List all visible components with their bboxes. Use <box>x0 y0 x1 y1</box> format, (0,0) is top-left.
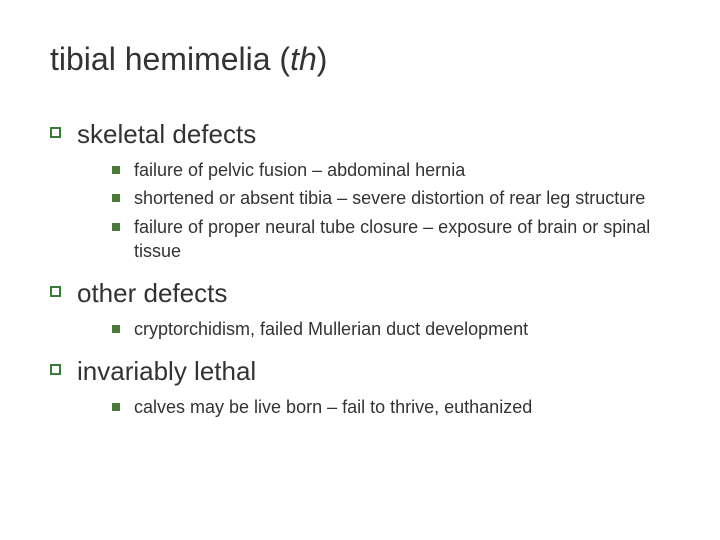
title-text-close: ) <box>317 41 328 77</box>
bullet-l2: cryptorchidism, failed Mullerian duct de… <box>112 317 670 341</box>
bullet-l1: invariably lethal <box>50 355 670 389</box>
bullet-l1: skeletal defects <box>50 118 670 152</box>
square-bullet-icon <box>112 403 120 411</box>
square-bullet-icon <box>112 223 120 231</box>
bullet-l2: failure of pelvic fusion – abdominal her… <box>112 158 670 182</box>
section-lethal: invariably lethal calves may be live bor… <box>50 355 670 419</box>
title-text-main: tibial hemimelia ( <box>50 41 290 77</box>
square-bullet-outline-icon <box>50 127 61 138</box>
section-heading: skeletal defects <box>77 118 256 152</box>
list-item-text: calves may be live born – fail to thrive… <box>134 395 532 419</box>
list-item-text: cryptorchidism, failed Mullerian duct de… <box>134 317 528 341</box>
square-bullet-outline-icon <box>50 286 61 297</box>
section-heading: invariably lethal <box>77 355 256 389</box>
square-bullet-outline-icon <box>50 364 61 375</box>
section-skeletal: skeletal defects failure of pelvic fusio… <box>50 118 670 263</box>
square-bullet-icon <box>112 166 120 174</box>
section-other: other defects cryptorchidism, failed Mul… <box>50 277 670 341</box>
list-item-text: shortened or absent tibia – severe disto… <box>134 186 645 210</box>
square-bullet-icon <box>112 194 120 202</box>
slide-title: tibial hemimelia (th) <box>50 40 670 78</box>
list-item-text: failure of proper neural tube closure – … <box>134 215 670 264</box>
bullet-l1: other defects <box>50 277 670 311</box>
list-item-text: failure of pelvic fusion – abdominal her… <box>134 158 465 182</box>
bullet-l2: shortened or absent tibia – severe disto… <box>112 186 670 210</box>
bullet-l2: failure of proper neural tube closure – … <box>112 215 670 264</box>
slide: tibial hemimelia (th) skeletal defects f… <box>0 0 720 540</box>
bullet-l2: calves may be live born – fail to thrive… <box>112 395 670 419</box>
square-bullet-icon <box>112 325 120 333</box>
section-heading: other defects <box>77 277 227 311</box>
title-text-italic: th <box>290 41 317 77</box>
